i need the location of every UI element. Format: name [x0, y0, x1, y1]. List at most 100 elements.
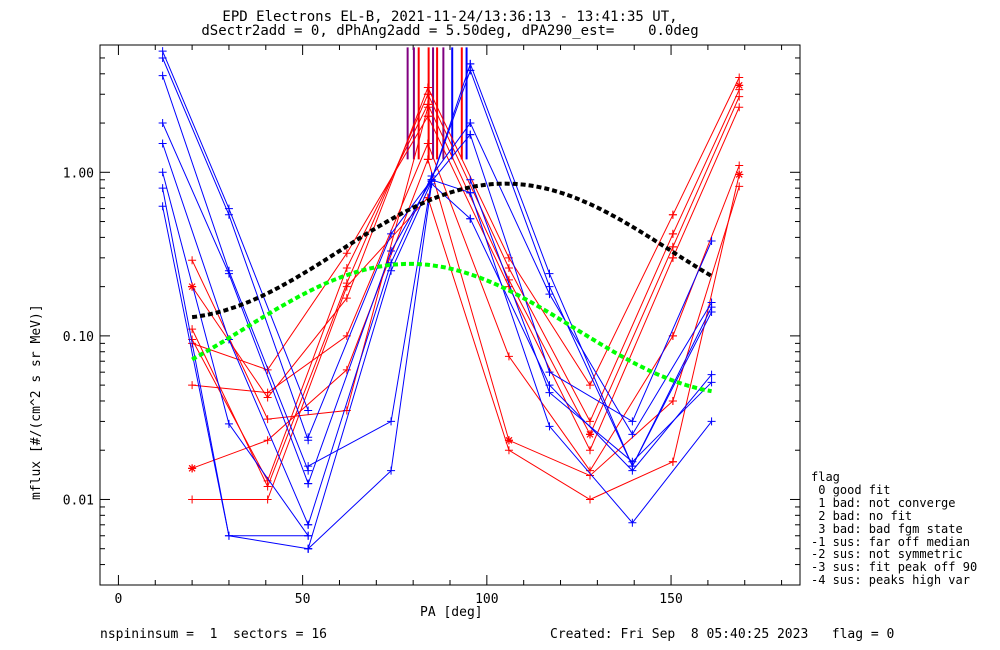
blue-series-point	[158, 168, 167, 177]
blue-series-point	[545, 388, 554, 397]
red-series-line	[672, 106, 740, 259]
red-star-point	[188, 464, 197, 473]
red-star-point	[735, 81, 744, 90]
legend-item: -4 sus: peaks high var	[811, 573, 970, 588]
footer-left-info: nspininsum = 1 sectors = 16	[100, 627, 327, 642]
red-series-line	[427, 87, 674, 387]
blue-series-point	[427, 175, 436, 184]
red-series-line	[191, 104, 429, 483]
red-series-point	[188, 256, 197, 265]
blue-series-point	[628, 457, 637, 466]
blue-series-point	[387, 266, 396, 275]
red-series-line	[191, 94, 429, 488]
blue-series-point	[628, 430, 637, 439]
blue-series-point	[304, 433, 313, 442]
chart-title-line2: dSectr2add = 0, dPhAng2add = 5.50deg, dP…	[201, 23, 699, 39]
blue-series-point	[628, 518, 637, 527]
red-series-point	[423, 155, 432, 164]
blue-series-line	[469, 179, 712, 463]
red-series-line	[672, 165, 740, 337]
red-series-point	[423, 83, 432, 92]
red-series-point	[668, 396, 677, 405]
blue-series-line	[307, 179, 471, 467]
red-series-point	[668, 210, 677, 219]
blue-series-point	[158, 47, 167, 56]
blue-series-point	[158, 71, 167, 80]
red-series-point	[668, 253, 677, 262]
red-series-line	[672, 77, 740, 216]
red-series-point	[342, 294, 351, 303]
red-series-point	[342, 365, 351, 374]
x-axis-label: PA [deg]	[420, 605, 483, 620]
red-series-point	[504, 263, 513, 272]
red-series-line	[191, 116, 429, 371]
blue-series-line	[307, 122, 471, 525]
fit-curve-black	[191, 181, 713, 320]
red-series-point	[586, 417, 594, 426]
blue-series-line	[162, 188, 309, 550]
red-series-point	[263, 388, 272, 397]
red-series-line	[192, 143, 429, 394]
red-series-point	[342, 263, 351, 272]
red-series-point	[263, 436, 272, 445]
red-series-point	[735, 161, 744, 170]
red-series-point	[188, 381, 197, 390]
red-series-line	[192, 197, 429, 500]
legend-item: 1 bad: not converge	[811, 495, 956, 510]
red-series-line	[672, 89, 740, 235]
blue-series-point	[545, 282, 554, 291]
blue-series-point	[466, 175, 475, 184]
red-star-point	[735, 170, 744, 179]
legend-item: 0 good fit	[811, 482, 891, 497]
blue-series-point	[628, 417, 637, 426]
y-tick-label: 0.10	[63, 330, 94, 345]
blue-series-point	[304, 406, 313, 415]
blue-series-point	[466, 130, 475, 139]
red-series-point	[342, 249, 351, 258]
red-series-point	[735, 103, 744, 112]
red-star-point	[504, 436, 513, 445]
red-series-point	[668, 242, 677, 251]
blue-series-line	[307, 134, 471, 549]
blue-series-point	[304, 544, 313, 553]
red-series-point	[504, 446, 513, 455]
blue-series-point	[628, 466, 637, 475]
blue-series-point	[545, 422, 554, 431]
x-tick-label: 100	[475, 592, 498, 607]
blue-series-line	[469, 63, 713, 468]
blue-series-point	[466, 119, 475, 128]
legend-item: -1 sus: far off median	[811, 534, 970, 549]
red-series-point	[586, 495, 594, 504]
blue-series-point	[707, 378, 716, 387]
blue-series-point	[387, 466, 396, 475]
red-series-point	[342, 282, 351, 291]
blue-series-point	[545, 290, 554, 299]
legend-item: -2 sus: not symmetric	[811, 547, 963, 562]
blue-series-point	[304, 520, 313, 529]
blue-series-point	[158, 53, 167, 62]
blue-series-point	[304, 462, 313, 471]
legend-item: 3 bad: bad fgm state	[811, 521, 963, 536]
legend-item: 2 bad: no fit	[811, 508, 913, 523]
blue-series-point	[707, 370, 716, 379]
blue-series-point	[158, 119, 167, 128]
blue-series-point	[158, 184, 167, 193]
y-tick-label: 1.00	[63, 166, 94, 181]
footer-right-info: Created: Fri Sep 8 05:40:25 2023 flag = …	[550, 627, 895, 642]
blue-series-point	[387, 229, 396, 238]
legend-heading: flag	[811, 470, 840, 484]
red-series-point	[668, 229, 677, 238]
red-series-point	[263, 415, 272, 424]
red-series-point	[263, 495, 272, 504]
x-tick-label: 150	[659, 592, 682, 607]
blue-series-point	[466, 214, 475, 223]
red-series-point	[504, 352, 513, 361]
blue-series-point	[304, 479, 313, 488]
blue-series-line	[469, 70, 713, 468]
blue-series-point	[224, 531, 233, 540]
x-tick-label: 0	[115, 592, 123, 607]
blue-series-line	[307, 182, 471, 550]
y-axis-label: mflux [#/(cm^2 s sr MeV)]	[29, 304, 44, 500]
blue-series-line	[469, 134, 713, 423]
blue-series-line	[162, 51, 309, 411]
